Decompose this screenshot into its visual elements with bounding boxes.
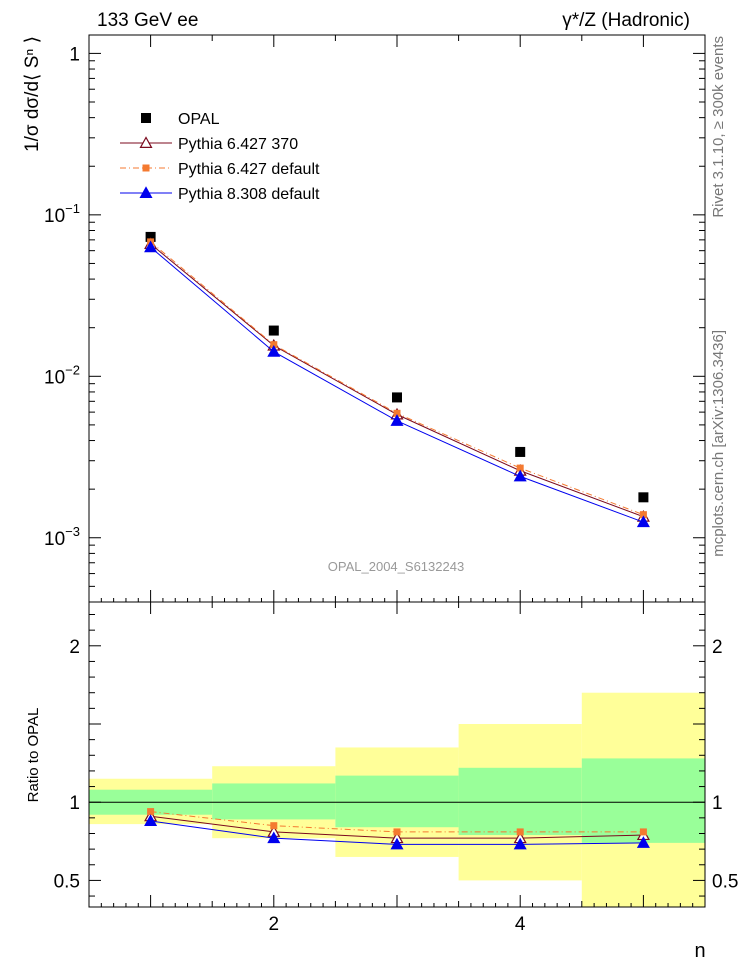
ratio-point-pythia-8-308-default xyxy=(144,814,158,826)
analysis-watermark: OPAL_2004_S6132243 xyxy=(328,559,464,574)
ratio-y-tick-label-right: 1 xyxy=(712,793,723,814)
ratio-y-tick-label-right: 0.5 xyxy=(712,871,738,892)
side-label-mcplots: mcplots.cern.ch [arXiv:1306.3436] xyxy=(710,330,727,557)
axis-ticks: 2 4 1 10−1 10−2 10−3 0.5 0.5 1 1 2 2 xyxy=(44,35,738,935)
ratio-point-pythia-6-427-default xyxy=(516,828,524,836)
x-tick-label: 4 xyxy=(515,914,526,935)
main-y-tick-label: 10−1 xyxy=(44,201,80,227)
top-left-label: 133 GeV ee xyxy=(97,10,198,31)
main-point-pythia-6-427-default xyxy=(516,464,524,472)
main-point-opal xyxy=(638,492,649,503)
ratio-point-pythia-8-308-default xyxy=(390,837,404,850)
ratio-y-tick-label: 1 xyxy=(69,793,80,814)
stat-uncertainty-band-2 xyxy=(212,783,336,820)
ratio-y-tick-label: 2 xyxy=(69,637,80,658)
main-line-pythia-6-427-370 xyxy=(150,243,644,518)
top-right-label: γ*/Z (Hadronic) xyxy=(562,10,690,31)
main-line-pythia-6-427-default xyxy=(150,241,644,516)
main-point-pythia-8-308-default xyxy=(144,240,158,253)
ratio-bands xyxy=(89,692,705,907)
x-tick-label: 2 xyxy=(269,914,280,935)
legend-label-pythia-6-427-default: Pythia 6.427 default xyxy=(178,161,320,178)
stat-uncertainty-band-3 xyxy=(335,775,459,828)
ratio-point-pythia-6-427-default xyxy=(147,808,155,816)
legend-label-opal: OPAL xyxy=(178,111,220,128)
x-axis-label: n xyxy=(694,940,705,962)
main-y-axis-label: 1/σ dσ/d⟨ Sⁿ ⟩ xyxy=(22,36,43,152)
legend-marker-pythia-6-427-default xyxy=(142,164,150,172)
legend-marker-pythia-6-427-370 xyxy=(139,136,153,148)
main-point-pythia-8-308-default xyxy=(636,515,650,528)
ratio-y-axis-label: Ratio to OPAL xyxy=(25,708,42,803)
main-point-opal xyxy=(268,325,279,336)
side-label-rivet: Rivet 3.1.10, ≥ 300k events xyxy=(710,36,727,218)
main-y-tick-label: 10−3 xyxy=(44,524,80,550)
main-point-pythia-8-308-default xyxy=(267,344,281,357)
ratio-point-pythia-8-308-default xyxy=(513,837,527,850)
legend-marker-pythia-8-308-default xyxy=(139,186,153,198)
main-y-tick-label: 1 xyxy=(69,44,80,65)
main-point-pythia-6-427-default xyxy=(270,341,278,349)
stat-uncertainty-band-4 xyxy=(458,767,582,836)
main-y-tick-label: 10−2 xyxy=(44,362,80,388)
ratio-point-pythia-8-308-default xyxy=(636,836,650,848)
main-point-opal xyxy=(145,231,156,242)
ratio-point-pythia-6-427-default xyxy=(270,822,278,830)
main-point-opal xyxy=(515,446,526,457)
ratio-point-pythia-6-427-default xyxy=(639,828,647,836)
legend: OPAL Pythia 6.427 370 Pythia 6.427 default… xyxy=(120,111,320,203)
main-line-pythia-8-308-default xyxy=(150,246,644,523)
main-point-pythia-6-427-default xyxy=(639,511,647,519)
ratio-y-tick-label: 0.5 xyxy=(54,871,80,892)
series-lines xyxy=(144,231,650,850)
ratio-point-pythia-8-308-default xyxy=(267,831,281,844)
main-point-pythia-8-308-default xyxy=(390,414,404,426)
legend-label-pythia-6-427-370: Pythia 6.427 370 xyxy=(178,136,298,153)
main-point-pythia-8-308-default xyxy=(513,469,527,482)
ratio-point-pythia-6-427-default xyxy=(393,828,401,836)
main-point-pythia-6-427-default xyxy=(393,409,401,417)
main-point-opal xyxy=(392,392,402,403)
legend-label-pythia-8-308-default: Pythia 8.308 default xyxy=(178,186,320,203)
ratio-y-tick-label-right: 2 xyxy=(712,637,723,658)
legend-marker-opal xyxy=(141,113,151,123)
